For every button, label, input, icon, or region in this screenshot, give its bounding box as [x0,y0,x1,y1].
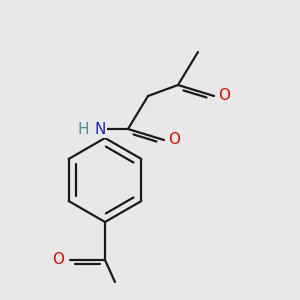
Text: O: O [52,253,64,268]
Text: N: N [94,122,106,136]
Text: O: O [168,133,180,148]
Text: O: O [218,88,230,104]
Text: H: H [77,122,89,136]
